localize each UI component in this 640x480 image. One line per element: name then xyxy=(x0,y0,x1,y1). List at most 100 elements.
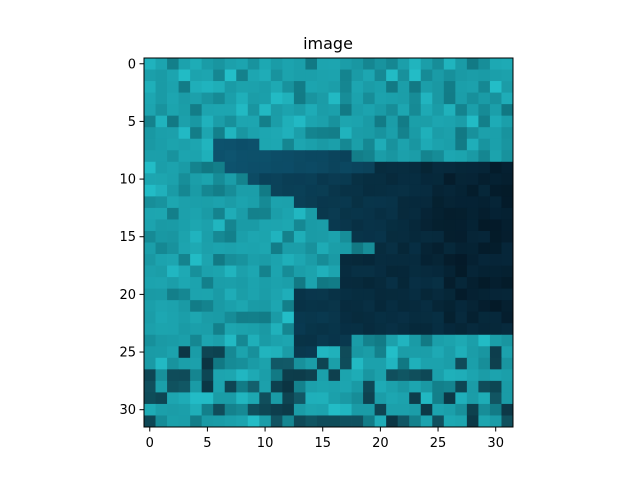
image-pixel xyxy=(363,335,375,347)
image-pixel xyxy=(156,369,168,381)
image-pixel xyxy=(282,127,294,139)
image-pixel xyxy=(282,358,294,370)
image-pixel xyxy=(501,381,513,393)
image-pixel xyxy=(179,323,191,335)
image-pixel xyxy=(202,323,214,335)
image-pixel xyxy=(317,173,329,185)
image-pixel xyxy=(455,392,467,404)
image-pixel xyxy=(329,335,341,347)
image-pixel xyxy=(167,173,179,185)
image-pixel xyxy=(144,139,156,151)
image-pixel xyxy=(444,58,456,70)
image-pixel xyxy=(156,392,168,404)
image-pixel xyxy=(352,323,364,335)
image-pixel xyxy=(213,358,225,370)
image-pixel xyxy=(248,381,260,393)
image-pixel xyxy=(363,415,375,427)
image-pixel xyxy=(455,150,467,162)
image-pixel xyxy=(156,70,168,82)
image-pixel xyxy=(444,185,456,197)
image-pixel xyxy=(294,196,306,208)
image-pixel xyxy=(236,277,248,289)
image-pixel xyxy=(225,404,237,416)
image-pixel xyxy=(259,266,271,278)
image-pixel xyxy=(271,150,283,162)
image-pixel xyxy=(213,139,225,151)
image-pixel xyxy=(202,243,214,255)
image-pixel xyxy=(259,323,271,335)
image-pixel xyxy=(317,185,329,197)
image-pixel xyxy=(375,104,387,116)
image-pixel xyxy=(236,208,248,220)
image-pixel xyxy=(236,415,248,427)
image-pixel xyxy=(478,415,490,427)
image-pixel xyxy=(156,162,168,174)
image-pixel xyxy=(432,335,444,347)
image-pixel xyxy=(144,335,156,347)
image-pixel xyxy=(432,70,444,82)
image-pixel xyxy=(421,369,433,381)
image-pixel xyxy=(282,58,294,70)
image-pixel xyxy=(317,58,329,70)
image-pixel xyxy=(329,415,341,427)
image-pixel xyxy=(432,139,444,151)
image-pixel xyxy=(375,58,387,70)
image-pixel xyxy=(363,162,375,174)
image-pixel xyxy=(156,266,168,278)
image-pixel xyxy=(202,392,214,404)
image-pixel xyxy=(467,139,479,151)
image-pixel xyxy=(144,312,156,324)
image-pixel xyxy=(386,415,398,427)
image-pixel xyxy=(386,150,398,162)
image-pixel xyxy=(398,173,410,185)
image-pixel xyxy=(271,231,283,243)
image-pixel xyxy=(352,196,364,208)
image-pixel xyxy=(329,231,341,243)
image-pixel xyxy=(329,104,341,116)
image-pixel xyxy=(444,266,456,278)
image-pixel xyxy=(375,289,387,301)
image-pixel xyxy=(225,323,237,335)
image-pixel xyxy=(190,335,202,347)
image-pixel xyxy=(167,415,179,427)
image-pixel xyxy=(282,185,294,197)
image-pixel xyxy=(363,104,375,116)
image-pixel xyxy=(202,335,214,347)
image-pixel xyxy=(490,323,502,335)
image-pixel xyxy=(329,81,341,93)
image-pixel xyxy=(398,346,410,358)
image-pixel xyxy=(363,381,375,393)
image-pixel xyxy=(202,404,214,416)
image-pixel xyxy=(248,173,260,185)
image-pixel xyxy=(202,277,214,289)
image-pixel xyxy=(190,415,202,427)
image-pixel xyxy=(375,346,387,358)
image-pixel xyxy=(294,369,306,381)
image-pixel xyxy=(409,335,421,347)
image-pixel xyxy=(421,335,433,347)
image-pixel xyxy=(363,139,375,151)
image-pixel xyxy=(190,150,202,162)
image-pixel xyxy=(340,58,352,70)
image-pixel xyxy=(432,312,444,324)
image-pixel xyxy=(190,196,202,208)
image-pixel xyxy=(409,219,421,231)
image-pixel xyxy=(478,358,490,370)
image-pixel xyxy=(317,335,329,347)
image-pixel xyxy=(271,300,283,312)
image-pixel xyxy=(421,312,433,324)
image-pixel xyxy=(455,346,467,358)
image-pixel xyxy=(236,70,248,82)
image-pixel xyxy=(179,243,191,255)
image-pixel xyxy=(501,392,513,404)
image-pixel xyxy=(467,219,479,231)
image-pixel xyxy=(213,289,225,301)
image-pixel xyxy=(363,150,375,162)
image-pixel xyxy=(444,104,456,116)
image-pixel xyxy=(386,392,398,404)
image-pixel xyxy=(409,81,421,93)
image-pixel xyxy=(490,312,502,324)
image-pixel xyxy=(317,277,329,289)
image-pixel xyxy=(294,116,306,128)
image-pixel xyxy=(375,231,387,243)
